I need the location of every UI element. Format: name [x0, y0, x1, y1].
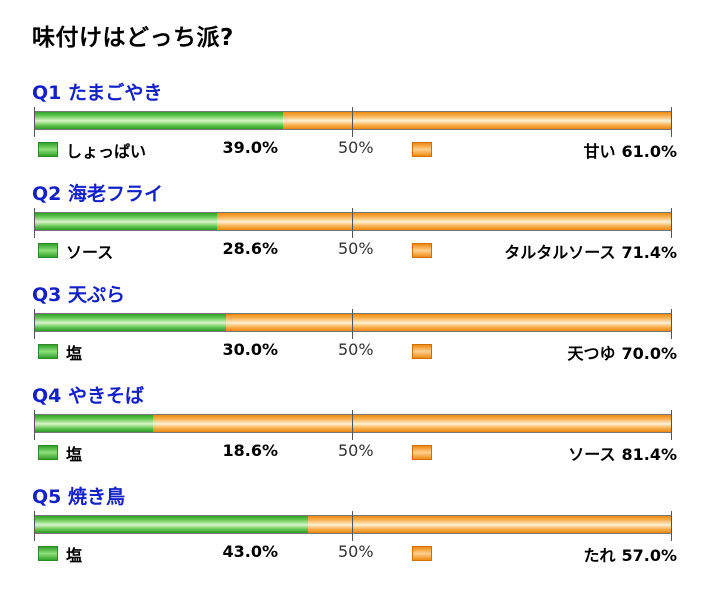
- right-option: 甘い 61.0%: [583, 138, 677, 162]
- question-label: Q3 天ぷら: [32, 284, 125, 306]
- right-option: たれ 57.0%: [583, 542, 677, 566]
- stacked-bar: [34, 313, 672, 332]
- end-tick: [671, 410, 672, 440]
- left-option-value: 43.0%: [222, 542, 278, 561]
- start-tick: [34, 208, 35, 238]
- midpoint-label: 50%: [338, 340, 374, 359]
- left-option-name: しょっぱい: [66, 142, 147, 161]
- legend-swatch-right: [412, 445, 432, 460]
- stacked-bar: [34, 212, 672, 231]
- bar-segment-left: [35, 516, 309, 533]
- stacked-bar: [34, 515, 672, 534]
- right-option: ソース 81.4%: [568, 441, 677, 465]
- bar-segment-right: [283, 112, 671, 129]
- end-tick: [671, 107, 672, 137]
- legend-swatch-left: [38, 142, 58, 157]
- right-option-name: ソース: [568, 445, 616, 464]
- question-label: Q4 やきそば: [32, 385, 144, 407]
- legend-swatch-left: [38, 546, 58, 561]
- midpoint-label: 50%: [338, 441, 374, 460]
- question-row: Q1 たまごやきしょっぱい 39.0% 50% 甘い 61.0%: [0, 78, 705, 180]
- legend-swatch-right: [412, 243, 432, 258]
- start-tick: [34, 107, 35, 137]
- bar-segment-right: [153, 415, 671, 432]
- left-option-value: 30.0%: [222, 340, 278, 359]
- bar-segment-right: [225, 314, 671, 331]
- question-label: Q2 海老フライ: [32, 183, 163, 205]
- end-tick: [671, 208, 672, 238]
- right-option-name: 甘い: [583, 142, 616, 161]
- question-row: Q5 焼き鳥塩 43.0% 50% たれ 57.0%: [0, 482, 705, 584]
- legend-row: 塩 30.0% 50% 天つゆ 70.0%: [0, 340, 705, 364]
- right-option-name: たれ: [583, 546, 616, 565]
- question-label: Q1 たまごやき: [32, 82, 163, 104]
- legend-row: 塩 18.6% 50% ソース 81.4%: [0, 441, 705, 465]
- bar-segment-right: [308, 516, 671, 533]
- legend-row: ソース 28.6% 50% タルタルソース 71.4%: [0, 239, 705, 263]
- question-label: Q5 焼き鳥: [32, 486, 125, 508]
- bar-segment-left: [35, 314, 226, 331]
- right-option-value: 70.0%: [621, 344, 677, 363]
- right-option: タルタルソース 71.4%: [504, 239, 677, 263]
- midpoint-label: 50%: [338, 239, 374, 258]
- start-tick: [34, 511, 35, 541]
- legend-row: しょっぱい 39.0% 50% 甘い 61.0%: [0, 138, 705, 162]
- bar-segment-left: [35, 112, 284, 129]
- left-option-value: 39.0%: [222, 138, 278, 157]
- legend-swatch-left: [38, 243, 58, 258]
- midpoint-label: 50%: [338, 542, 374, 561]
- start-tick: [34, 309, 35, 339]
- legend-swatch-left: [38, 445, 58, 460]
- left-option-name: ソース: [66, 243, 114, 262]
- end-tick: [671, 309, 672, 339]
- right-option-value: 71.4%: [621, 243, 677, 262]
- bar-segment-right: [216, 213, 671, 230]
- legend-swatch-left: [38, 344, 58, 359]
- right-option: 天つゆ 70.0%: [567, 340, 677, 364]
- question-row: Q3 天ぷら塩 30.0% 50% 天つゆ 70.0%: [0, 280, 705, 382]
- right-option-name: 天つゆ: [567, 344, 616, 363]
- left-option-name: 塩: [66, 344, 83, 363]
- stacked-bar: [34, 414, 672, 433]
- right-option-value: 57.0%: [621, 546, 677, 565]
- left-option-value: 18.6%: [222, 441, 278, 460]
- legend-swatch-right: [412, 546, 432, 561]
- midpoint-label: 50%: [338, 138, 374, 157]
- end-tick: [671, 511, 672, 541]
- bar-segment-left: [35, 415, 154, 432]
- left-option-name: 塩: [66, 445, 83, 464]
- start-tick: [34, 410, 35, 440]
- midpoint-tick: [352, 107, 353, 137]
- question-row: Q4 やきそば塩 18.6% 50% ソース 81.4%: [0, 381, 705, 483]
- page-title: 味付けはどっち派?: [32, 25, 234, 51]
- stacked-bar: [34, 111, 672, 130]
- right-option-value: 61.0%: [621, 142, 677, 161]
- right-option-value: 81.4%: [621, 445, 677, 464]
- legend-swatch-right: [412, 344, 432, 359]
- midpoint-tick: [352, 309, 353, 339]
- midpoint-tick: [352, 208, 353, 238]
- bar-segment-left: [35, 213, 217, 230]
- question-row: Q2 海老フライソース 28.6% 50% タルタルソース 71.4%: [0, 179, 705, 281]
- midpoint-tick: [352, 511, 353, 541]
- legend-row: 塩 43.0% 50% たれ 57.0%: [0, 542, 705, 566]
- legend-swatch-right: [412, 142, 432, 157]
- left-option-name: 塩: [66, 546, 83, 565]
- midpoint-tick: [352, 410, 353, 440]
- left-option-value: 28.6%: [222, 239, 278, 258]
- right-option-name: タルタルソース: [504, 243, 616, 262]
